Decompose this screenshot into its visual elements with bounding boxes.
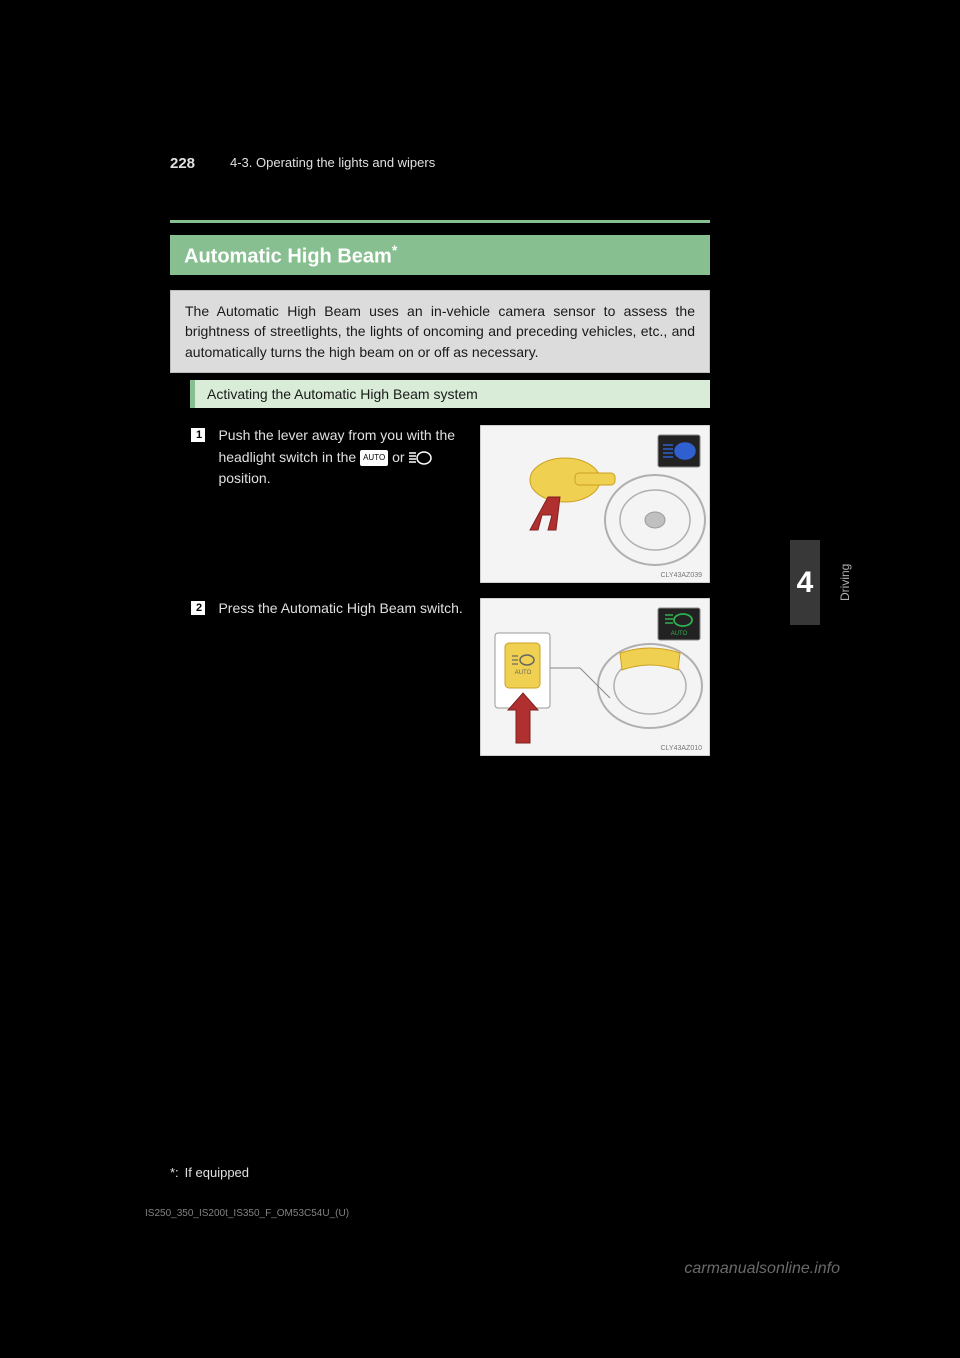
sidebar-chapter-tab: 4 bbox=[790, 540, 820, 625]
header-rule bbox=[170, 220, 710, 223]
intro-box: The Automatic High Beam uses an in-vehic… bbox=[170, 290, 710, 373]
intro-text: The Automatic High Beam uses an in-vehic… bbox=[185, 301, 695, 362]
step-1-text-after: position. bbox=[218, 470, 270, 486]
step-2-container: 2 Press the Automatic High Beam switch. … bbox=[190, 598, 710, 620]
chapter-label: 4-3. Operating the lights and wipers bbox=[230, 155, 435, 170]
title-footnote-marker: * bbox=[392, 242, 397, 258]
step-2-illustration: AUTO AUTO CLY43AZ010 bbox=[480, 598, 710, 756]
watermark: carmanualsonline.info bbox=[684, 1260, 840, 1278]
footnote-marker: *: bbox=[170, 1165, 179, 1180]
svg-text:CLY43AZ010: CLY43AZ010 bbox=[660, 745, 702, 752]
footnote-text: If equipped bbox=[185, 1165, 249, 1180]
svg-text:CLY43AZ039: CLY43AZ039 bbox=[660, 572, 702, 579]
title-text: Automatic High Beam* bbox=[184, 242, 397, 269]
auto-badge: AUTO bbox=[360, 450, 388, 466]
section-header-text: Activating the Automatic High Beam syste… bbox=[207, 386, 478, 402]
step-2-text: Press the Automatic High Beam switch. bbox=[218, 598, 468, 620]
headlight-icon bbox=[408, 450, 432, 466]
step-1-marker: 1 bbox=[190, 427, 208, 443]
svg-text:AUTO: AUTO bbox=[671, 631, 688, 637]
page-number: 228 bbox=[170, 155, 195, 172]
step-1-container: 1 Push the lever away from you with the … bbox=[190, 425, 710, 490]
title-main: Automatic High Beam bbox=[184, 245, 392, 267]
svg-text:AUTO: AUTO bbox=[515, 670, 532, 676]
document-id: IS250_350_IS200t_IS350_F_OM53C54U_(U) bbox=[145, 1208, 349, 1219]
title-bar: Automatic High Beam* bbox=[170, 235, 710, 275]
step-2-marker: 2 bbox=[190, 600, 208, 616]
section-header: Activating the Automatic High Beam syste… bbox=[190, 380, 710, 408]
footnote: *: If equipped bbox=[170, 1165, 249, 1180]
step-1-text-mid: or bbox=[392, 449, 408, 465]
step-1-illustration: CLY43AZ039 bbox=[480, 425, 710, 583]
sidebar-chapter-label: Driving bbox=[825, 540, 865, 625]
step-1-text: Push the lever away from you with the he… bbox=[218, 425, 468, 490]
